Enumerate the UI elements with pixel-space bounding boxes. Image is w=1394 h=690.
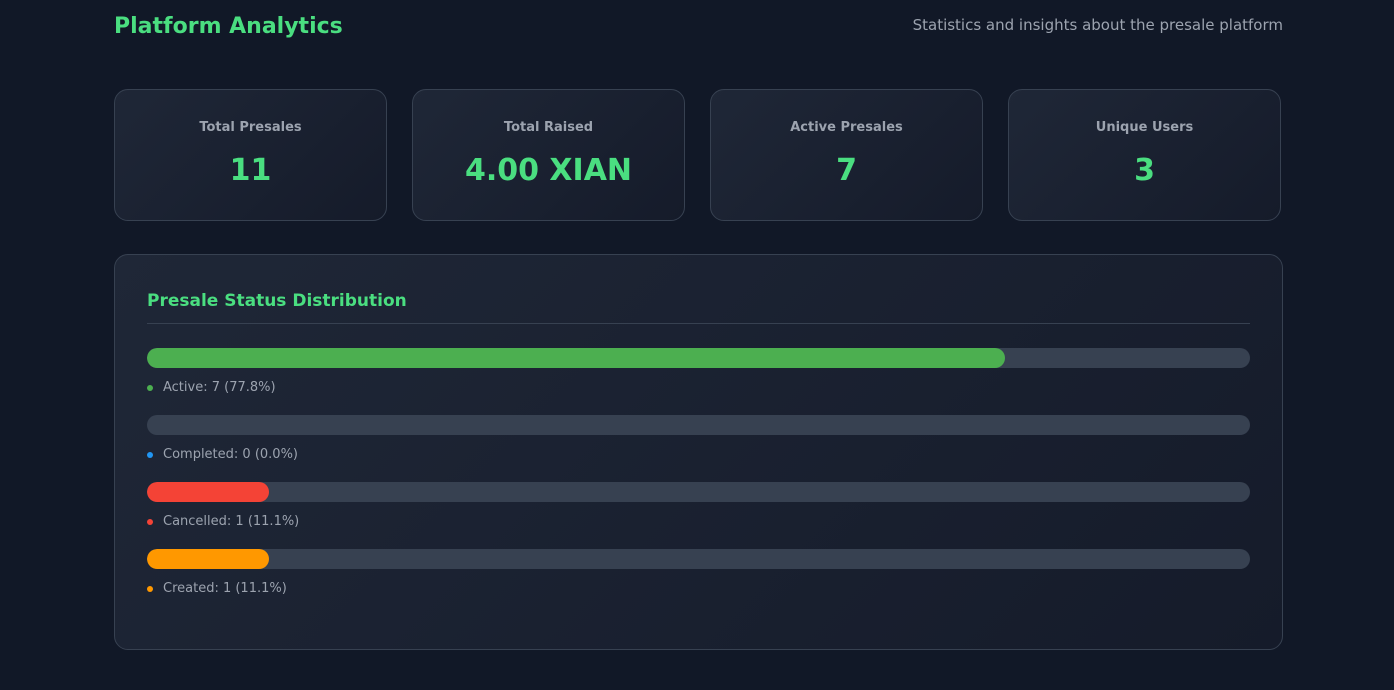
progress-track xyxy=(147,482,1250,502)
stat-value: 11 xyxy=(229,153,272,188)
status-legend: Cancelled: 1 (11.1%) xyxy=(147,514,1250,529)
progress-fill xyxy=(147,348,1006,368)
progress-track xyxy=(147,348,1250,368)
progress-track xyxy=(147,549,1250,569)
page-header: Platform Analytics Statistics and insigh… xyxy=(114,0,1283,89)
panel-title: Presale Status Distribution xyxy=(147,291,1250,324)
stat-label: Total Presales xyxy=(199,120,302,135)
progress-fill xyxy=(147,549,270,569)
status-dot-icon xyxy=(147,384,153,391)
analytics-page: Platform Analytics Statistics and insigh… xyxy=(114,0,1283,650)
stat-cards: Total Presales 11 Total Raised 4.00 XIAN A… xyxy=(114,89,1283,221)
stat-label: Active Presales xyxy=(790,120,903,135)
page-title: Platform Analytics xyxy=(114,14,343,39)
status-dot-icon xyxy=(147,518,153,525)
stat-label: Unique Users xyxy=(1095,120,1194,135)
status-row: Created: 1 (11.1%) xyxy=(147,549,1250,616)
stat-card-total-raised: Total Raised 4.00 XIAN xyxy=(412,89,685,221)
status-row: Cancelled: 1 (11.1%) xyxy=(147,482,1250,549)
status-row: Completed: 0 (0.0%) xyxy=(147,415,1250,482)
status-dot-icon xyxy=(147,451,153,458)
status-legend: Created: 1 (11.1%) xyxy=(147,581,1250,596)
status-distribution-panel: Presale Status Distribution Active: 7 (7… xyxy=(114,254,1283,650)
status-row: Active: 7 (77.8%) xyxy=(147,348,1250,415)
stat-value: 4.00 XIAN xyxy=(464,153,633,188)
status-rows: Active: 7 (77.8%) Completed: 0 (0.0%) Ca… xyxy=(147,348,1250,616)
status-label: Completed: 0 (0.0%) xyxy=(163,447,298,462)
progress-track xyxy=(147,415,1250,435)
stat-card-active-presales: Active Presales 7 xyxy=(710,89,983,221)
progress-fill xyxy=(147,482,270,502)
stat-value: 3 xyxy=(1134,153,1155,188)
page-subtitle: Statistics and insights about the presal… xyxy=(912,16,1283,34)
status-legend: Completed: 0 (0.0%) xyxy=(147,447,1250,462)
status-label: Active: 7 (77.8%) xyxy=(163,380,276,395)
stat-label: Total Raised xyxy=(503,120,594,135)
status-label: Cancelled: 1 (11.1%) xyxy=(163,514,300,529)
stat-card-unique-users: Unique Users 3 xyxy=(1008,89,1281,221)
status-dot-icon xyxy=(147,585,153,592)
status-label: Created: 1 (11.1%) xyxy=(163,581,287,596)
stat-value: 7 xyxy=(836,153,857,188)
stat-card-total-presales: Total Presales 11 xyxy=(114,89,387,221)
status-legend: Active: 7 (77.8%) xyxy=(147,380,1250,395)
